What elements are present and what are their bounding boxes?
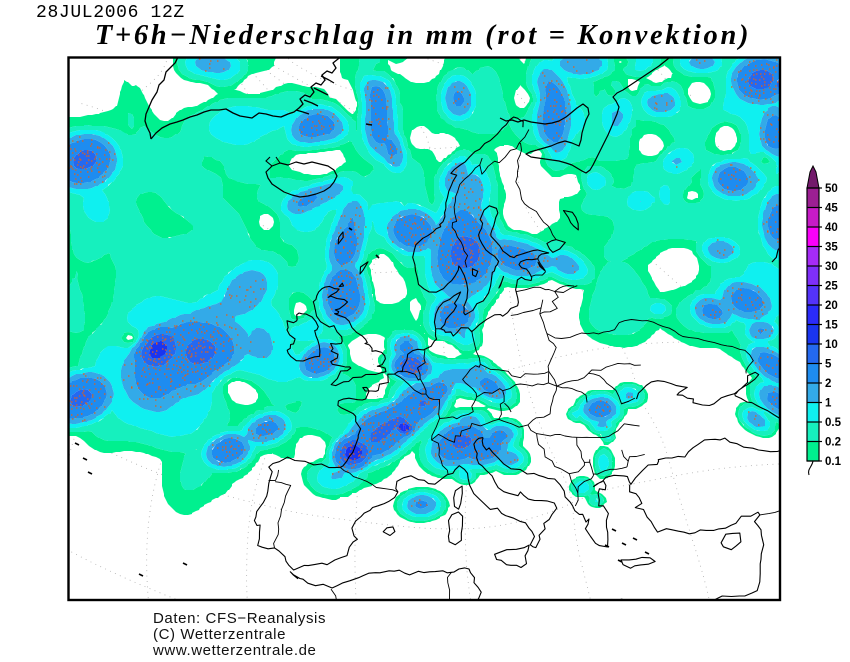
svg-text:25: 25 [825, 281, 838, 293]
svg-text:0.5: 0.5 [825, 417, 842, 429]
svg-text:T+6h−Niederschlag in mm (rot =: T+6h−Niederschlag in mm (rot = Konvektio… [95, 20, 751, 51]
svg-text:28JUL2006 12Z: 28JUL2006 12Z [36, 3, 185, 23]
svg-text:40: 40 [825, 222, 838, 234]
svg-text:2: 2 [825, 378, 831, 390]
svg-text:0.1: 0.1 [825, 456, 842, 468]
svg-text:50: 50 [825, 183, 838, 195]
svg-text:Daten: CFS−Reanalysis: Daten: CFS−Reanalysis [153, 610, 326, 627]
svg-text:30: 30 [825, 261, 838, 273]
svg-text:35: 35 [825, 242, 838, 254]
svg-text:5: 5 [825, 359, 832, 371]
svg-text:0.2: 0.2 [825, 437, 841, 449]
svg-text:(C) Wetterzentrale: (C) Wetterzentrale [153, 626, 286, 643]
svg-text:www.wetterzentrale.de: www.wetterzentrale.de [152, 642, 317, 657]
svg-text:45: 45 [825, 203, 838, 215]
svg-text:1: 1 [825, 398, 832, 410]
svg-text:20: 20 [825, 300, 838, 312]
svg-text:10: 10 [825, 339, 838, 351]
svg-text:15: 15 [825, 320, 838, 332]
